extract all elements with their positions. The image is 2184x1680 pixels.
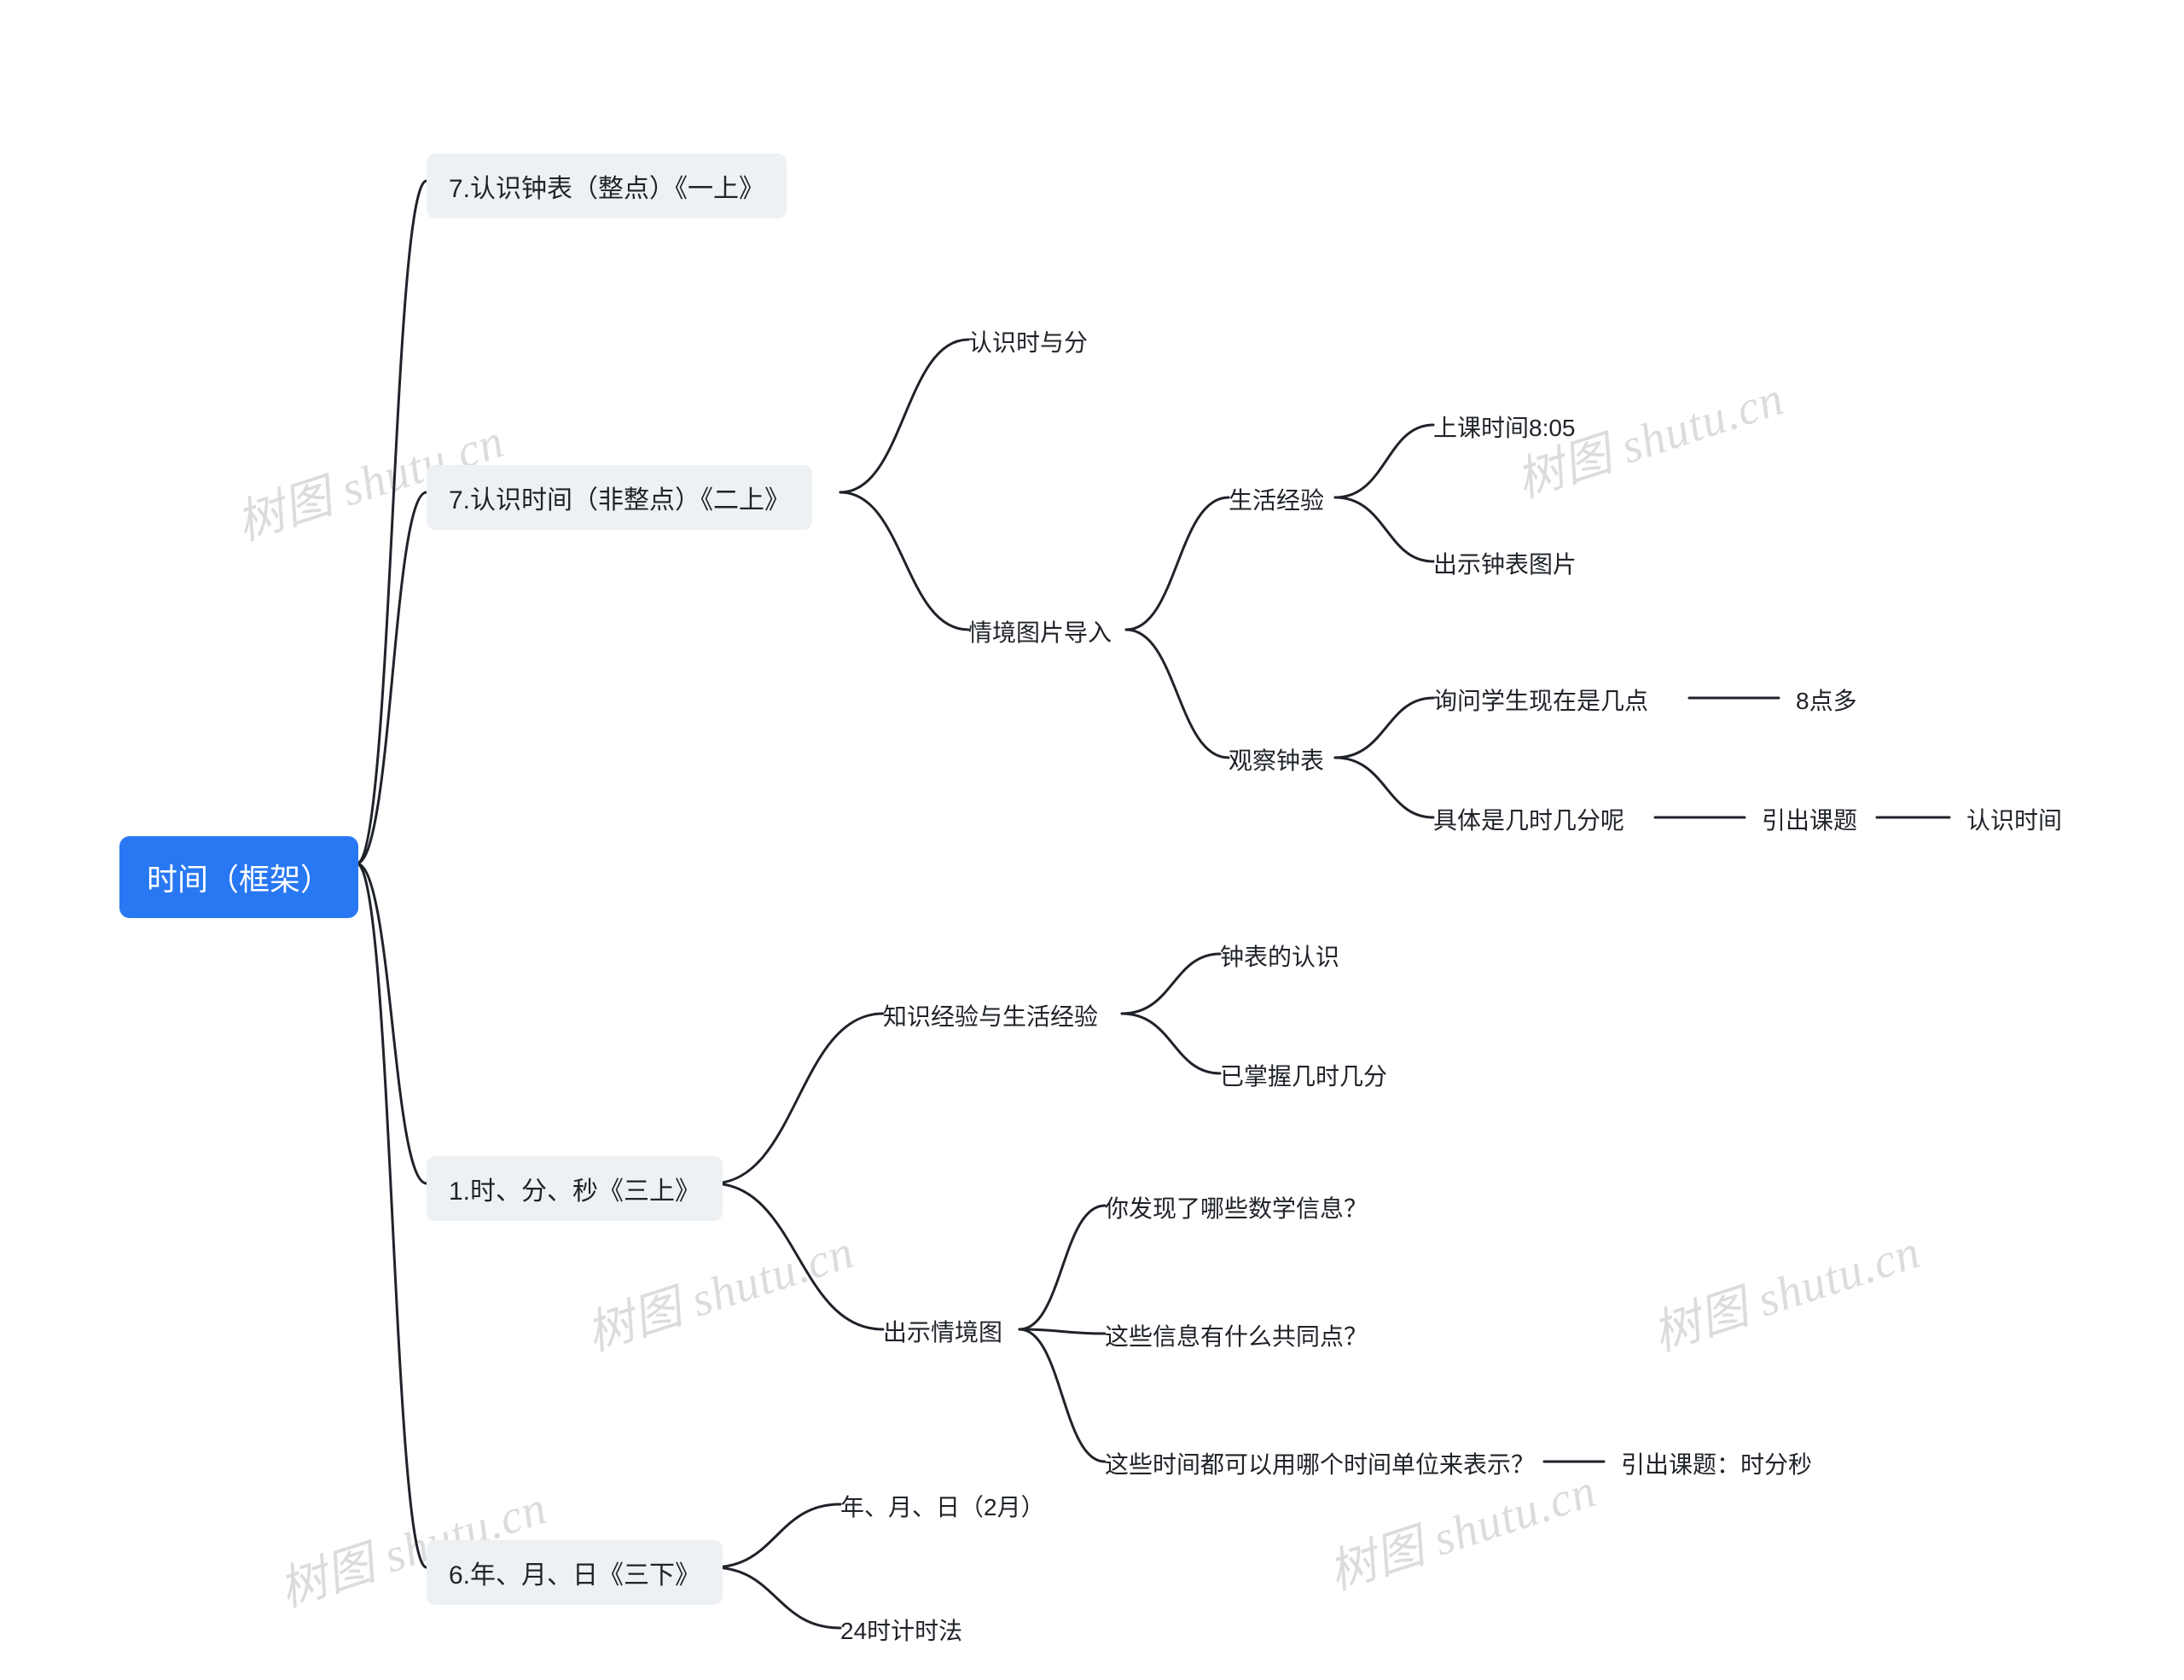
node-b2b1x[interactable]: 8点多 (1796, 683, 1857, 717)
node-b2a2[interactable]: 出示钟表图片 (1433, 546, 1577, 580)
node-c1b[interactable]: 已掌握几时几分 (1220, 1058, 1387, 1092)
node-b2b2[interactable]: 具体是几时几分呢 (1433, 802, 1624, 836)
level1-node-d[interactable]: 6.年、月、日《三下》 (427, 1540, 723, 1605)
node-b2a[interactable]: 生活经验 (1228, 482, 1324, 516)
root-node[interactable]: 时间（框架） (119, 836, 358, 918)
node-c1[interactable]: 知识经验与生活经验 (883, 998, 1098, 1032)
node-d2[interactable]: 24时计时法 (840, 1613, 962, 1647)
level1-node-a[interactable]: 7.认识钟表（整点）《一上》 (427, 154, 787, 218)
node-b2b1[interactable]: 询问学生现在是几点 (1433, 683, 1648, 717)
node-b2[interactable]: 情境图片导入 (968, 614, 1112, 648)
node-c2[interactable]: 出示情境图 (883, 1314, 1002, 1348)
node-c2a[interactable]: 你发现了哪些数学信息？ (1105, 1190, 1368, 1224)
level1-node-b[interactable]: 7.认识时间（非整点）《二上》 (427, 465, 812, 530)
node-b2a1[interactable]: 上课时间8:05 (1433, 410, 1576, 444)
level1-node-c[interactable]: 1.时、分、秒《三上》 (427, 1156, 723, 1221)
node-c2cx[interactable]: 引出课题：时分秒 (1621, 1446, 1812, 1480)
watermark: 树图 shutu.cn (576, 1213, 861, 1365)
node-b2b2x[interactable]: 引出课题 (1762, 802, 1857, 836)
node-b1[interactable]: 认识时与分 (968, 324, 1088, 358)
node-d1[interactable]: 年、月、日（2月） (840, 1489, 1045, 1523)
node-b2b[interactable]: 观察钟表 (1228, 742, 1324, 776)
watermark: 树图 shutu.cn (1642, 1213, 1927, 1365)
node-b2b2y[interactable]: 认识时间 (1966, 802, 2062, 836)
node-c2c[interactable]: 这些时间都可以用哪个时间单位来表示？ (1105, 1446, 1535, 1480)
node-c1a[interactable]: 钟表的认识 (1220, 939, 1339, 973)
node-c2b[interactable]: 这些信息有什么共同点？ (1105, 1318, 1368, 1352)
